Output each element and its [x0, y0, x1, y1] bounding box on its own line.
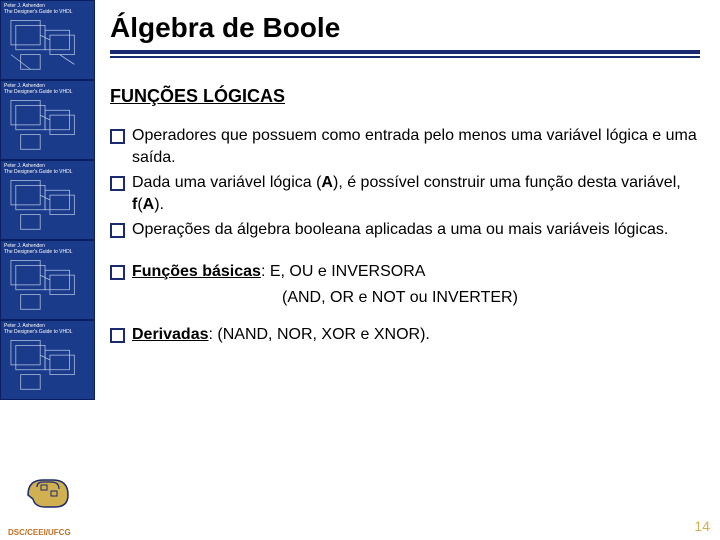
derived-bullet-list: Derivadas: (NAND, NOR, XOR e XNOR). — [110, 324, 700, 346]
bullet-1-text: Operadores que possuem como entrada pelo… — [132, 127, 697, 166]
slide-title: Álgebra de Boole — [110, 12, 700, 44]
side-block-1: Peter J. AshendenThe Designer's Guide to… — [0, 0, 95, 80]
side-block-3: Peter J. AshendenThe Designer's Guide to… — [0, 160, 95, 240]
side-logo — [0, 460, 95, 520]
basic-line2: (AND, OR e NOT ou INVERTER) — [282, 287, 700, 309]
side-credit: DSC/CEEI/UFCG — [8, 528, 71, 537]
subtitle: FUNÇÕES LÓGICAS — [110, 86, 700, 107]
bullet-1: Operadores que possuem como entrada pelo… — [110, 125, 700, 168]
side-block-5: Peter J. AshendenThe Designer's Guide to… — [0, 320, 95, 400]
basic-bullet-list: Funções básicas: E, OU e INVERSORA — [110, 261, 700, 283]
bullet-2: Dada uma variável lógica (A), é possível… — [110, 172, 700, 215]
bullet-3: Operações da álgebra booleana aplicadas … — [110, 219, 700, 241]
side-block-4: Peter J. AshendenThe Designer's Guide to… — [0, 240, 95, 320]
content: Álgebra de Boole FUNÇÕES LÓGICAS Operado… — [110, 12, 700, 350]
basic-label: Funções básicas — [132, 263, 261, 280]
side-block-2: Peter J. AshendenThe Designer's Guide to… — [0, 80, 95, 160]
side-label-2: Peter J. AshendenThe Designer's Guide to… — [4, 84, 73, 95]
derived-label: Derivadas — [132, 326, 209, 343]
derived-rest: : (NAND, NOR, XOR e XNOR). — [209, 326, 430, 343]
bullet-3-text: Operações da álgebra booleana aplicadas … — [132, 221, 668, 238]
side-label-3: Peter J. AshendenThe Designer's Guide to… — [4, 164, 73, 175]
page-number: 14 — [694, 518, 710, 534]
sidebar: Peter J. AshendenThe Designer's Guide to… — [0, 0, 95, 540]
title-rule-thin — [110, 56, 700, 58]
basic-bullet: Funções básicas: E, OU e INVERSORA — [110, 261, 700, 283]
title-rule-thick — [110, 50, 700, 54]
derived-bullet: Derivadas: (NAND, NOR, XOR e XNOR). — [110, 324, 700, 346]
side-label-1: Peter J. AshendenThe Designer's Guide to… — [4, 4, 73, 15]
side-label-4: Peter J. AshendenThe Designer's Guide to… — [4, 244, 73, 255]
basic-rest: : E, OU e INVERSORA — [261, 263, 425, 280]
main-bullets: Operadores que possuem como entrada pelo… — [110, 125, 700, 241]
side-label-5: Peter J. AshendenThe Designer's Guide to… — [4, 324, 73, 335]
